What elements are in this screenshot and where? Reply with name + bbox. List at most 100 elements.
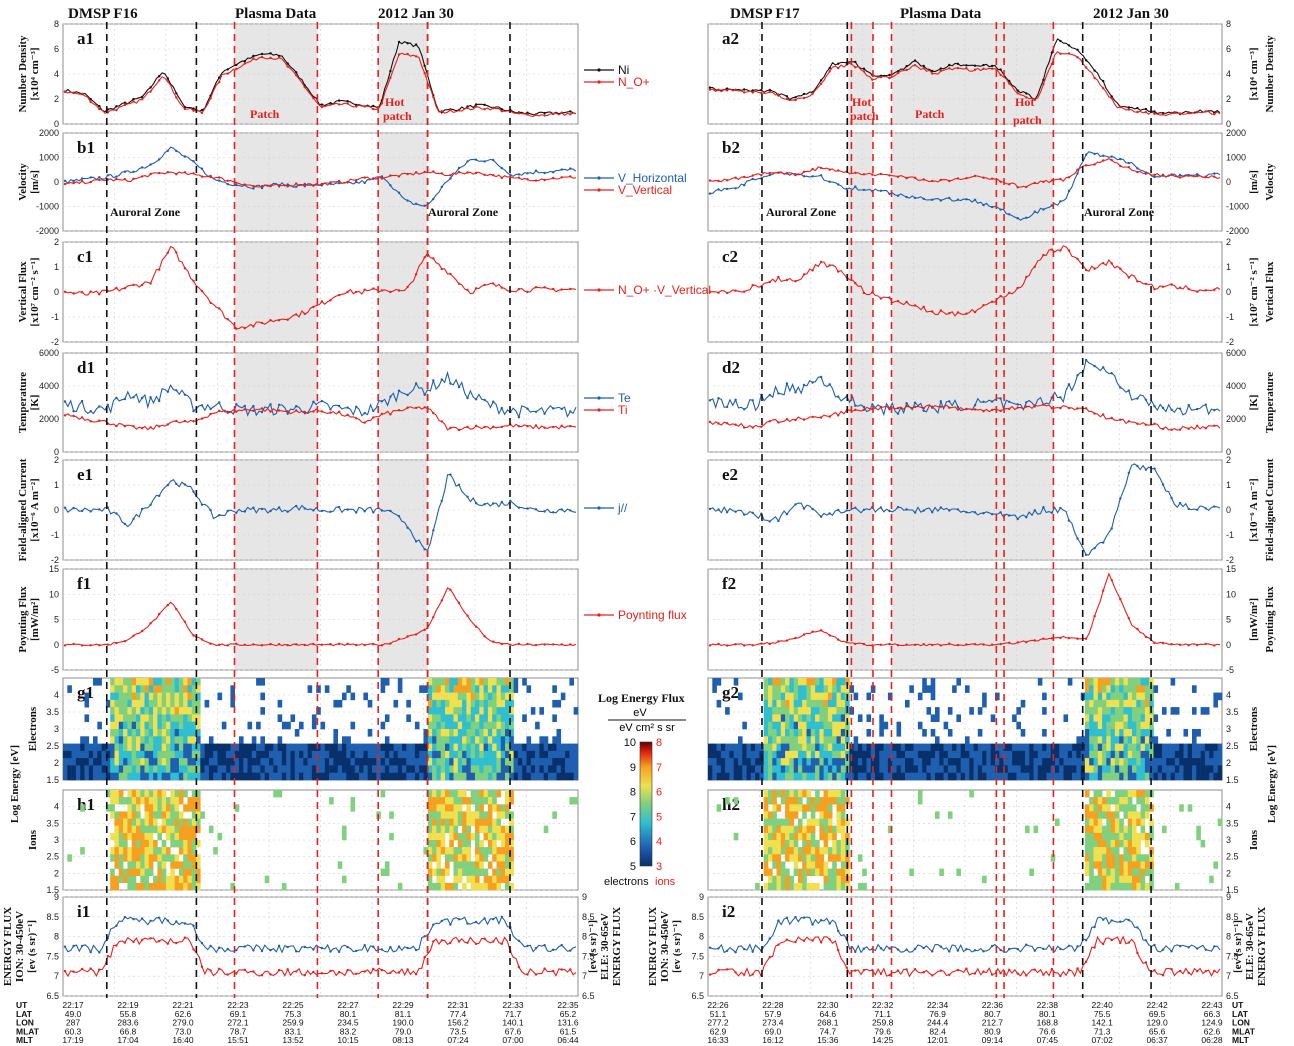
spectrogram-cell bbox=[785, 685, 790, 693]
series-j-parallel-point bbox=[837, 508, 840, 512]
series-ni-point bbox=[819, 79, 823, 82]
series-ion-energy-flux-point bbox=[200, 965, 204, 968]
spectrogram-cell bbox=[733, 765, 739, 773]
spectrogram-cell bbox=[136, 678, 141, 686]
series-ni-point bbox=[1050, 51, 1054, 54]
spectrogram-cell bbox=[1029, 743, 1034, 752]
spectrogram-cell bbox=[384, 772, 390, 781]
series-poynting-flux-point bbox=[89, 644, 92, 647]
series-te-point bbox=[560, 407, 563, 411]
series-te-point bbox=[854, 404, 857, 407]
spectrogram-cell bbox=[161, 736, 167, 744]
spectrogram-cell bbox=[530, 765, 536, 773]
series-te-point bbox=[1102, 366, 1105, 369]
spectrogram-cell bbox=[1029, 772, 1034, 781]
spectrogram-cell bbox=[768, 758, 773, 766]
spectrogram-cell bbox=[475, 847, 480, 855]
footer-mlt-value: 13:52 bbox=[282, 1035, 304, 1045]
spectrogram-cell bbox=[526, 772, 532, 781]
spectrogram-cell bbox=[449, 678, 454, 686]
spectrogram-cell bbox=[887, 743, 893, 752]
spectrogram-cell bbox=[776, 847, 782, 855]
spectrogram-cell bbox=[556, 758, 562, 766]
spectrogram-cell bbox=[810, 882, 816, 891]
spectrogram-cell bbox=[802, 882, 807, 891]
spectrogram-cell bbox=[798, 797, 803, 805]
spectrogram-cell bbox=[496, 861, 502, 869]
series-poynting-flux-point bbox=[768, 642, 771, 646]
series-te-point bbox=[457, 385, 461, 389]
spectrogram-cell bbox=[97, 765, 102, 773]
spectrogram-cell bbox=[926, 707, 932, 715]
spectrogram-cell bbox=[183, 743, 188, 752]
spectrogram-cell bbox=[303, 743, 308, 752]
series-no-plus-point bbox=[466, 106, 469, 110]
footer-row-label-right: UT bbox=[1232, 1000, 1244, 1010]
footer-ut-value: 22:31 bbox=[447, 1000, 469, 1010]
spectrogram-cell bbox=[1089, 729, 1094, 737]
series-no-plus-point bbox=[457, 109, 461, 112]
series-no-plus-point bbox=[492, 106, 495, 110]
spectrogram-cell bbox=[522, 750, 527, 759]
spectrogram-cell bbox=[475, 758, 480, 766]
spectrogram-cell bbox=[845, 678, 850, 686]
series-no-plus-point bbox=[552, 112, 555, 116]
patch-shade bbox=[234, 354, 318, 451]
spectrogram-cell bbox=[973, 765, 979, 773]
spectrogram-cell bbox=[845, 868, 850, 876]
series-no-plus-point bbox=[871, 78, 874, 81]
spectrogram-cell bbox=[836, 818, 842, 826]
series-j-parallel-point bbox=[999, 511, 1002, 514]
series-v-vertical-point bbox=[896, 175, 900, 178]
series-ni-point bbox=[346, 100, 349, 103]
spectrogram-cell bbox=[1123, 714, 1129, 722]
spectrogram-cell bbox=[1033, 765, 1039, 773]
y-tick-label: -1000 bbox=[1226, 202, 1249, 212]
spectrogram-cell bbox=[500, 750, 506, 759]
spectrogram-cell bbox=[178, 714, 184, 722]
spectrogram-cell bbox=[793, 721, 799, 730]
spectrogram-cell bbox=[827, 729, 833, 737]
series-poynting-flux-point bbox=[200, 638, 204, 641]
spectrogram-cell bbox=[810, 818, 816, 826]
spectrogram-cell bbox=[836, 699, 842, 708]
series-vertical-flux-point bbox=[158, 268, 161, 271]
spectrogram-cell bbox=[1110, 832, 1116, 841]
series-v-vertical-point bbox=[218, 176, 221, 179]
spectrogram-cell bbox=[887, 692, 893, 701]
spectrogram-cell bbox=[196, 840, 201, 848]
spectrogram-cell bbox=[1084, 811, 1090, 819]
spectrogram-cell bbox=[522, 765, 527, 773]
spectrogram-cell bbox=[1127, 743, 1133, 752]
series-j-parallel-point bbox=[794, 503, 797, 506]
spectrogram-cell bbox=[768, 790, 773, 798]
spectrogram-cell bbox=[827, 699, 833, 708]
spectrogram-cell bbox=[440, 847, 446, 855]
spectrogram-cell bbox=[883, 721, 889, 730]
series-no-plus-point bbox=[956, 66, 960, 70]
spectrogram-cell bbox=[1157, 765, 1163, 773]
spectrogram-cell bbox=[397, 678, 403, 686]
spectrogram-cell bbox=[247, 765, 253, 773]
spectrogram-cell bbox=[487, 790, 493, 798]
spectrogram-cell bbox=[892, 758, 897, 766]
spectrogram-cell bbox=[320, 772, 326, 781]
series-te-point bbox=[72, 410, 75, 413]
series-ti-point bbox=[982, 410, 985, 413]
spectrogram-cell bbox=[1063, 772, 1069, 781]
spectrogram-cell bbox=[832, 707, 837, 715]
spectrogram-cell bbox=[832, 765, 837, 773]
spectrogram-cell bbox=[870, 772, 876, 781]
spectrogram-cell bbox=[1196, 772, 1201, 781]
series-poynting-flux-point bbox=[725, 644, 729, 647]
spectrogram-cell bbox=[131, 861, 137, 869]
spectrogram-cell bbox=[947, 765, 953, 773]
spectrogram-cell bbox=[1037, 765, 1043, 773]
spectrogram-cell bbox=[909, 765, 914, 773]
series-vertical-flux-point bbox=[751, 284, 754, 287]
spectrogram-cell bbox=[810, 692, 816, 701]
spectrogram-cell bbox=[114, 797, 120, 805]
series-no-plus-point bbox=[209, 97, 212, 100]
panel-label-g1: g1 bbox=[77, 683, 94, 702]
series-ion-energy-flux-point bbox=[1170, 968, 1173, 971]
